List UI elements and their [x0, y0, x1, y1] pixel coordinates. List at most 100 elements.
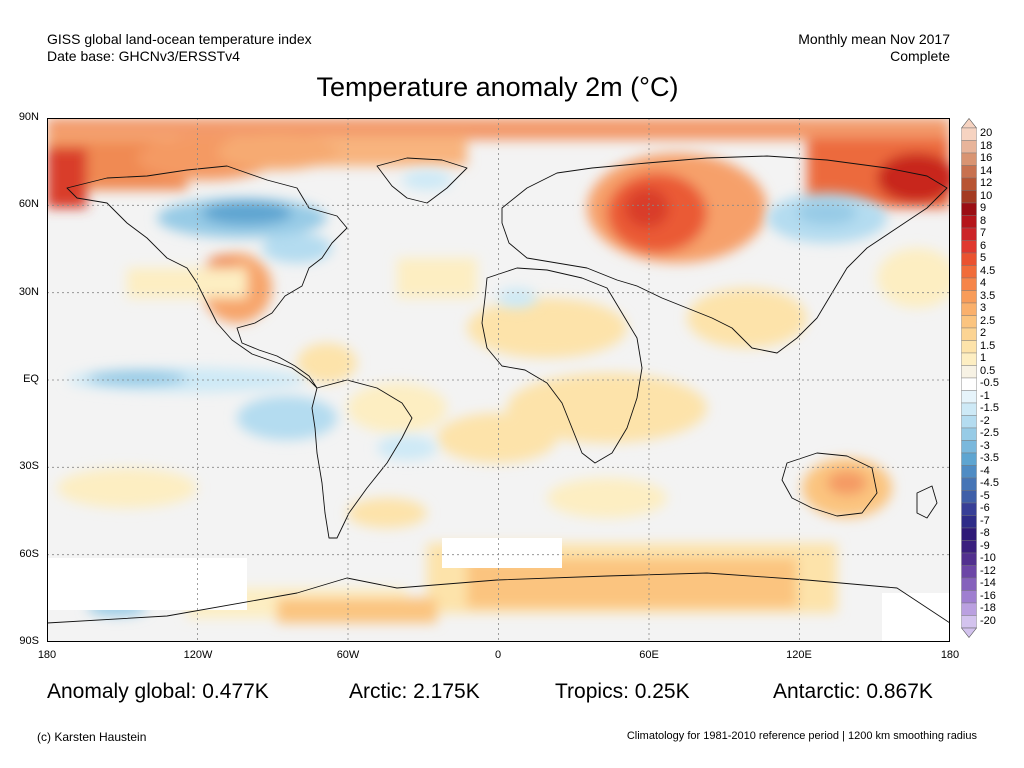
legend-swatch [961, 377, 977, 391]
legend-swatch [961, 340, 977, 354]
legend-tick-label: 5 [980, 252, 987, 265]
legend-swatch [961, 427, 977, 441]
stat-antarctic: Antarctic: 0.867K [773, 680, 933, 703]
data-base: Date base: GHCNv3/ERSSTv4 [47, 48, 240, 64]
legend-tick-label: -4.5 [980, 477, 999, 490]
legend-tick-label: 12 [980, 177, 993, 190]
legend-swatch [961, 402, 977, 416]
legend-tick-label: 8 [980, 214, 987, 227]
legend-swatch [961, 327, 977, 341]
legend-swatch [961, 527, 977, 541]
lat-label-30n: 30N [18, 286, 39, 298]
legend-tick-label: 3.5 [980, 289, 996, 302]
legend-swatch [961, 615, 977, 629]
legend-swatch [961, 540, 977, 554]
legend-tick-label: 4 [980, 277, 987, 290]
header-right: Monthly mean Nov 2017 Complete [798, 31, 950, 65]
legend-tick-label: -10 [980, 552, 996, 565]
map-title: Temperature anomaly 2m (°C) [316, 72, 679, 102]
legend-swatch [961, 302, 977, 316]
legend-tick-label: -0.5 [980, 377, 999, 390]
legend-swatch [961, 565, 977, 579]
legend-tick-label: 16 [980, 152, 993, 165]
legend-swatch [961, 252, 977, 266]
legend-tick-label: -2.5 [980, 427, 999, 440]
stat-arctic: Arctic: 2.175K [349, 680, 480, 703]
australia-outline [781, 452, 878, 517]
header-left: GISS global land-ocean temperature index… [47, 31, 312, 65]
legend-tick-label: 0.5 [980, 364, 996, 377]
legend-tick-label: -1.5 [980, 402, 999, 415]
legend-swatch [961, 140, 977, 154]
legend-swatch [961, 265, 977, 279]
legend-swatch [961, 190, 977, 204]
legend-swatch [961, 452, 977, 466]
legend-tick-label: 10 [980, 189, 993, 202]
lon-label-0: 0 [494, 649, 502, 661]
legend-tick-label: 4.5 [980, 264, 996, 277]
legend-tick-label: 2 [980, 327, 987, 340]
lat-label-eq: EQ [23, 373, 39, 385]
legend-tick-label: 1.5 [980, 339, 996, 352]
stat-tropics: Tropics: 0.25K [555, 680, 690, 703]
lon-label-180w: 180 [37, 649, 57, 661]
north-america-outline [66, 165, 348, 389]
new-zealand-outline [916, 485, 938, 519]
legend-tick-label: 3 [980, 302, 987, 315]
legend-tick-label: -3 [980, 439, 990, 452]
legend-swatch [961, 490, 977, 504]
legend-tick-label: -2 [980, 414, 990, 427]
legend-tick-label: -4 [980, 464, 990, 477]
legend-tick-label: -6 [980, 502, 990, 515]
legend-tick-label: -12 [980, 564, 996, 577]
legend-swatch [961, 352, 977, 366]
legend-swatch [961, 177, 977, 191]
lon-label-120w: 120W [183, 649, 213, 661]
legend-tick-label: -18 [980, 602, 996, 615]
status-label: Complete [890, 48, 950, 64]
lat-label-30s: 30S [19, 460, 39, 472]
legend-swatch [961, 440, 977, 454]
legend-tick-label: -5 [980, 489, 990, 502]
lon-label-60w: 60W [336, 649, 360, 661]
legend-tick-label: -7 [980, 514, 990, 527]
lat-label-60n: 60N [18, 198, 39, 210]
eurasia-outline [501, 155, 948, 354]
legend-swatch [961, 277, 977, 291]
legend-tick-label: 14 [980, 164, 993, 177]
legend-tick-label: 18 [980, 139, 993, 152]
legend-swatch [961, 552, 977, 566]
legend-swatch [961, 590, 977, 604]
africa-outline [481, 267, 643, 464]
period-label: Monthly mean Nov 2017 [798, 31, 950, 47]
lon-label-60e: 60E [639, 649, 659, 661]
legend-swatch [961, 465, 977, 479]
legend-tick-label: 20 [980, 127, 993, 140]
legend-swatch [961, 365, 977, 379]
graticule [47, 118, 950, 642]
antarctica-outline [47, 572, 950, 624]
legend-tick-label: -9 [980, 539, 990, 552]
legend-swatch [961, 415, 977, 429]
legend-swatch [961, 390, 977, 404]
legend-tick-label: -14 [980, 577, 996, 590]
legend-swatch [961, 577, 977, 591]
legend-colorbar [961, 118, 977, 638]
legend-swatch [961, 152, 977, 166]
legend-swatch [961, 165, 977, 179]
legend-arrow-bottom [961, 627, 977, 638]
lon-label-180e: 180 [940, 649, 960, 661]
stat-global: Anomaly global: 0.477K [47, 680, 269, 703]
map-frame [47, 118, 950, 642]
legend-swatches [961, 118, 977, 638]
copyright: (c) Karsten Haustein [37, 730, 147, 744]
legend-swatch [961, 227, 977, 241]
legend-tick-label: 1 [980, 352, 987, 365]
legend-tick-label: 2.5 [980, 314, 996, 327]
greenland-outline [376, 157, 468, 204]
legend-tick-label: -16 [980, 589, 996, 602]
lat-label-60s: 60S [19, 548, 39, 560]
legend-tick-label: -20 [980, 614, 996, 627]
legend-swatch [961, 502, 977, 516]
anomaly-map [47, 118, 950, 642]
